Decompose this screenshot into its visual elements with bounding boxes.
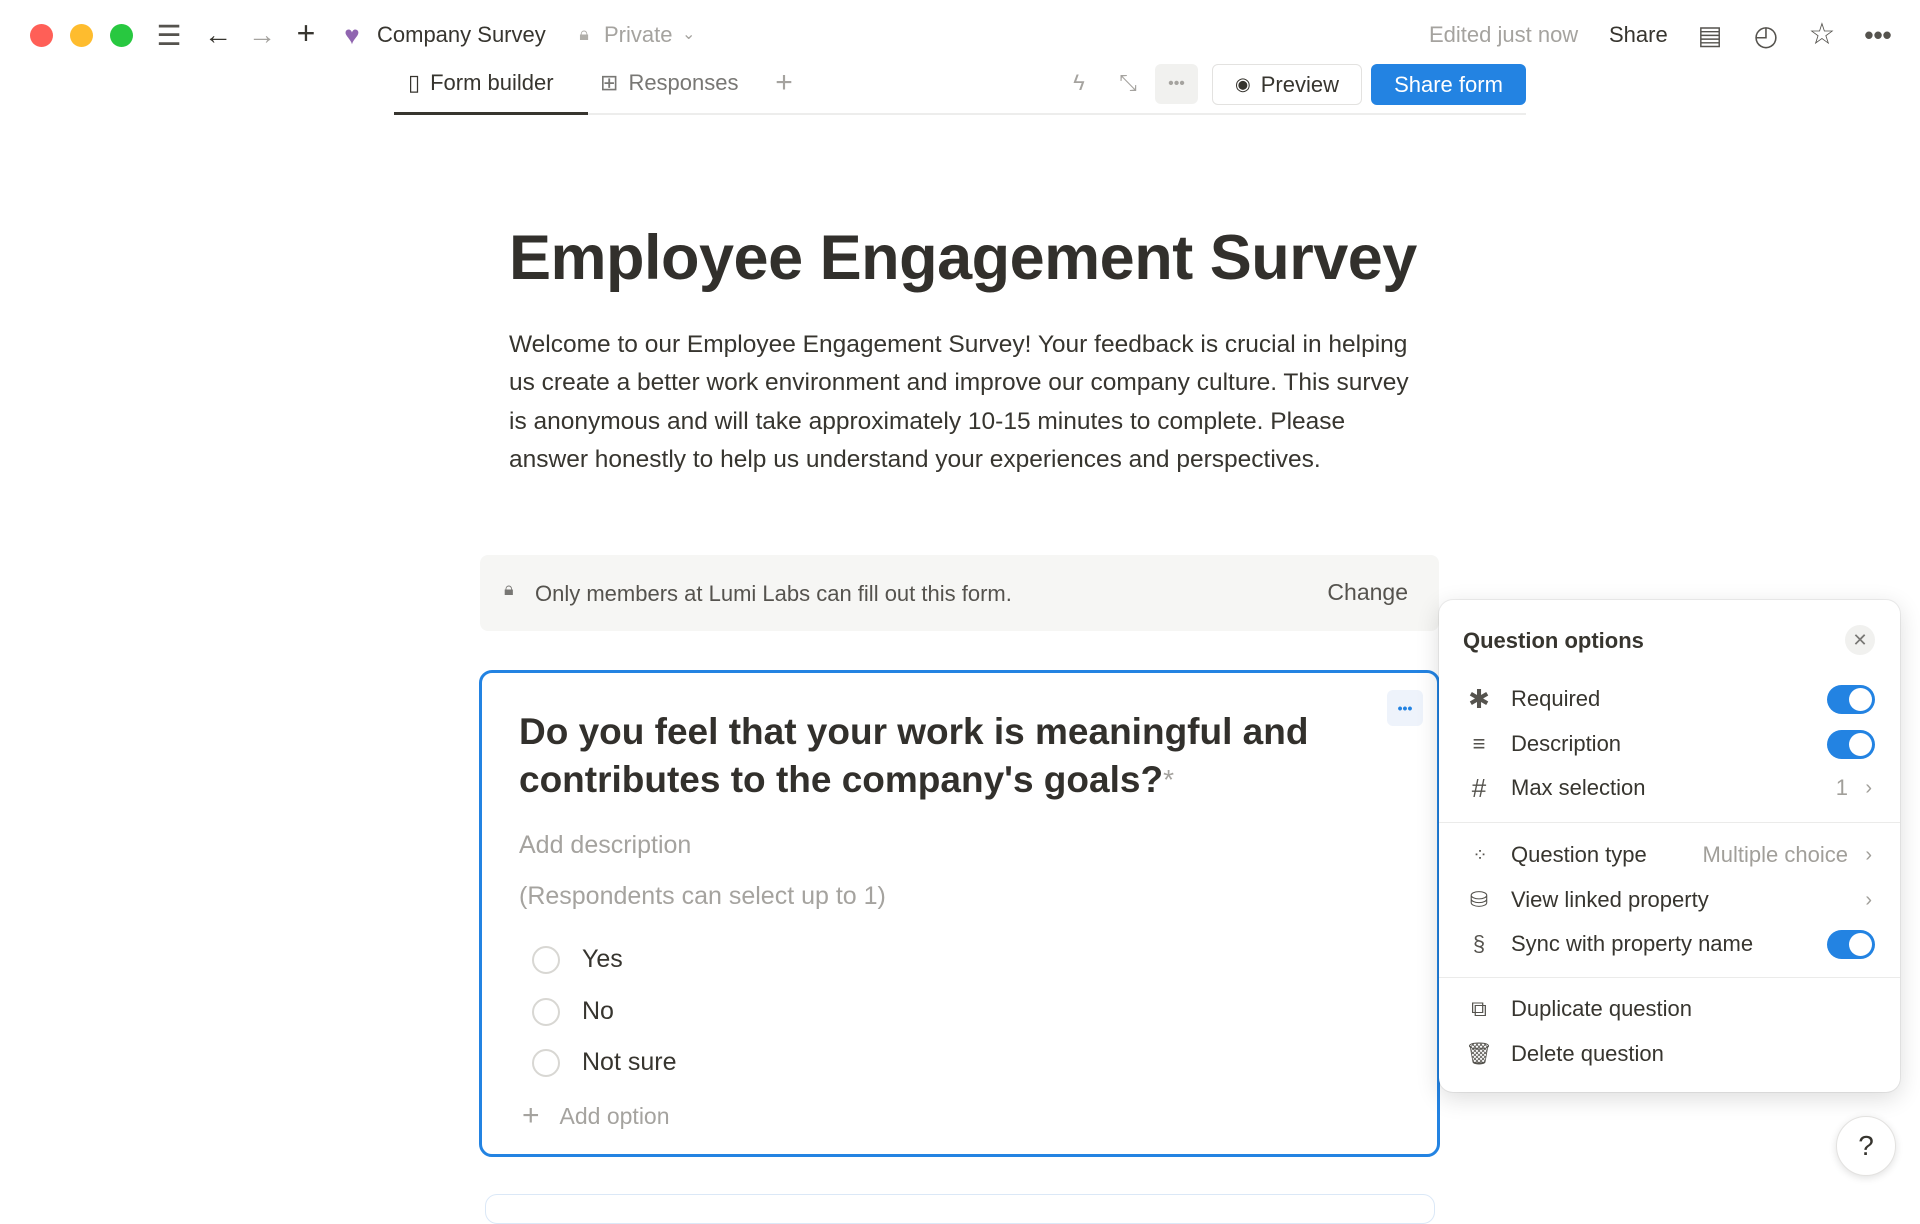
add-option-button[interactable]: + Add option bbox=[522, 1099, 670, 1133]
add-option-label: Add option bbox=[559, 1102, 670, 1129]
change-access-button[interactable]: Change bbox=[1327, 579, 1408, 605]
add-view-icon[interactable]: + bbox=[775, 66, 793, 99]
privacy-dropdown[interactable]: Private bbox=[604, 22, 673, 47]
duplicate-icon: ⧉ bbox=[1471, 996, 1487, 1021]
chevron-down-icon: ⌄ bbox=[682, 26, 696, 43]
max-selection-row[interactable]: # Max selection 1 › bbox=[1439, 768, 1900, 808]
close-icon[interactable]: ✕ bbox=[1845, 625, 1875, 655]
tab-label: Responses bbox=[628, 70, 739, 95]
radio-button[interactable] bbox=[532, 1048, 560, 1077]
max-selection-value: 1 bbox=[1835, 775, 1848, 800]
description-toggle[interactable] bbox=[1827, 729, 1875, 759]
heart-pulse-icon: ♥ bbox=[344, 19, 360, 50]
sync-path-icon: § bbox=[1472, 931, 1486, 956]
grid-circles-icon: ⁘ bbox=[1472, 844, 1487, 865]
database-icon: ⛁ bbox=[1469, 887, 1489, 912]
panel-title: Question options bbox=[1463, 628, 1644, 653]
duplicate-question-button[interactable]: ⧉ Duplicate question bbox=[1439, 989, 1900, 1029]
automation-bolt-icon[interactable]: ϟ bbox=[1073, 70, 1085, 95]
tabs-divider bbox=[394, 113, 1526, 115]
lock-icon: 🔒︎ bbox=[579, 23, 589, 44]
more-options-button[interactable]: ••• bbox=[1155, 64, 1198, 104]
tab-label: Form builder bbox=[430, 70, 554, 95]
share-form-button[interactable]: Share form bbox=[1371, 64, 1526, 105]
form-title[interactable]: Employee Engagement Survey bbox=[509, 223, 1417, 293]
form-intro[interactable]: Welcome to our Employee Engagement Surve… bbox=[509, 331, 1409, 473]
chevron-right-icon: › bbox=[1865, 843, 1872, 866]
preview-label: Preview bbox=[1260, 71, 1339, 97]
table-icon: ⊞ bbox=[600, 70, 619, 95]
clock-icon[interactable]: ◴ bbox=[1753, 19, 1779, 51]
minimize-window-button[interactable] bbox=[70, 24, 93, 47]
question-options-panel: Question options ✕ ✱ Required ≡ Descriptio… bbox=[1439, 600, 1900, 1092]
page-title[interactable]: Company Survey bbox=[377, 22, 546, 47]
option-yes[interactable]: Yes bbox=[532, 945, 623, 974]
selection-hint: (Respondents can select up to 1) bbox=[519, 882, 886, 910]
required-toggle[interactable] bbox=[1827, 684, 1875, 714]
radio-button[interactable] bbox=[532, 997, 560, 1026]
plus-icon[interactable]: + bbox=[296, 14, 316, 51]
lock-icon: 🔒︎ bbox=[504, 579, 514, 599]
next-question-card[interactable] bbox=[485, 1194, 1435, 1224]
duplicate-label: Duplicate question bbox=[1511, 996, 1693, 1021]
question-type-label: Question type bbox=[1511, 842, 1647, 867]
active-tab-underline bbox=[394, 112, 588, 115]
question-type-value: Multiple choice bbox=[1702, 842, 1848, 867]
option-label[interactable]: Not sure bbox=[582, 1048, 677, 1076]
star-icon[interactable]: ☆ bbox=[1808, 17, 1836, 51]
access-banner: 🔒︎ Only members at Lumi Labs can fill ou… bbox=[480, 555, 1439, 631]
required-label: Required bbox=[1511, 686, 1601, 711]
more-icon[interactable]: ••• bbox=[1864, 19, 1892, 50]
comment-icon[interactable]: ▤ bbox=[1697, 19, 1723, 50]
option-not-sure[interactable]: Not sure bbox=[532, 1048, 676, 1077]
help-button[interactable]: ? bbox=[1836, 1116, 1896, 1176]
divider bbox=[1439, 822, 1900, 823]
description-row[interactable]: ≡ Description bbox=[1439, 724, 1900, 764]
required-row[interactable]: ✱ Required bbox=[1439, 679, 1900, 719]
question-card[interactable]: ••• Do you feel that your work is meanin… bbox=[479, 670, 1440, 1157]
trash-icon: 🗑︎ bbox=[1465, 1041, 1493, 1066]
maximize-window-button[interactable] bbox=[110, 24, 133, 47]
divider bbox=[1439, 977, 1900, 978]
hash-icon: # bbox=[1471, 772, 1487, 803]
chevron-right-icon: › bbox=[1865, 888, 1872, 911]
tab-form-builder[interactable]: ▯ Form builder bbox=[408, 68, 554, 98]
preview-button[interactable]: ◉ Preview bbox=[1212, 64, 1362, 105]
required-mark: * bbox=[1163, 764, 1174, 795]
question-more-button[interactable]: ••• bbox=[1387, 690, 1423, 726]
delete-question-button[interactable]: 🗑︎ Delete question bbox=[1439, 1034, 1900, 1074]
access-notice: Only members at Lumi Labs can fill out t… bbox=[535, 581, 1012, 606]
description-label: Description bbox=[1511, 731, 1622, 756]
back-arrow-icon[interactable]: ← bbox=[204, 19, 232, 50]
form-icon: ▯ bbox=[408, 70, 421, 95]
linked-property-label: View linked property bbox=[1511, 887, 1709, 912]
description-icon: ≡ bbox=[1472, 731, 1486, 756]
option-label[interactable]: Yes bbox=[582, 945, 623, 973]
forward-arrow-icon[interactable]: → bbox=[248, 19, 276, 50]
expand-icon[interactable]: ⤡ bbox=[1119, 70, 1137, 95]
chevron-right-icon: › bbox=[1865, 776, 1872, 799]
delete-label: Delete question bbox=[1511, 1041, 1664, 1066]
question-text[interactable]: Do you feel that your work is meaningful… bbox=[519, 708, 1379, 804]
share-button[interactable]: Share bbox=[1609, 22, 1668, 47]
linked-property-row[interactable]: ⛁ View linked property › bbox=[1439, 880, 1900, 920]
sync-row[interactable]: § Sync with property name bbox=[1439, 924, 1900, 964]
eye-icon: ◉ bbox=[1235, 74, 1251, 94]
sync-label: Sync with property name bbox=[1511, 931, 1754, 956]
question-title[interactable]: Do you feel that your work is meaningful… bbox=[519, 711, 1309, 800]
menu-icon[interactable]: ☰ bbox=[156, 19, 182, 51]
close-window-button[interactable] bbox=[30, 24, 53, 47]
tab-responses[interactable]: ⊞ Responses bbox=[600, 68, 739, 98]
sync-toggle[interactable] bbox=[1827, 929, 1875, 959]
plus-icon: + bbox=[522, 1099, 540, 1132]
option-label[interactable]: No bbox=[582, 997, 614, 1025]
edited-status: Edited just now bbox=[1429, 22, 1579, 47]
max-selection-label: Max selection bbox=[1511, 775, 1646, 800]
question-type-row[interactable]: ⁘ Question type Multiple choice › bbox=[1439, 835, 1900, 875]
radio-button[interactable] bbox=[532, 945, 560, 974]
option-no[interactable]: No bbox=[532, 997, 614, 1026]
description-input[interactable]: Add description bbox=[519, 831, 692, 859]
asterisk-icon: ✱ bbox=[1468, 683, 1490, 714]
